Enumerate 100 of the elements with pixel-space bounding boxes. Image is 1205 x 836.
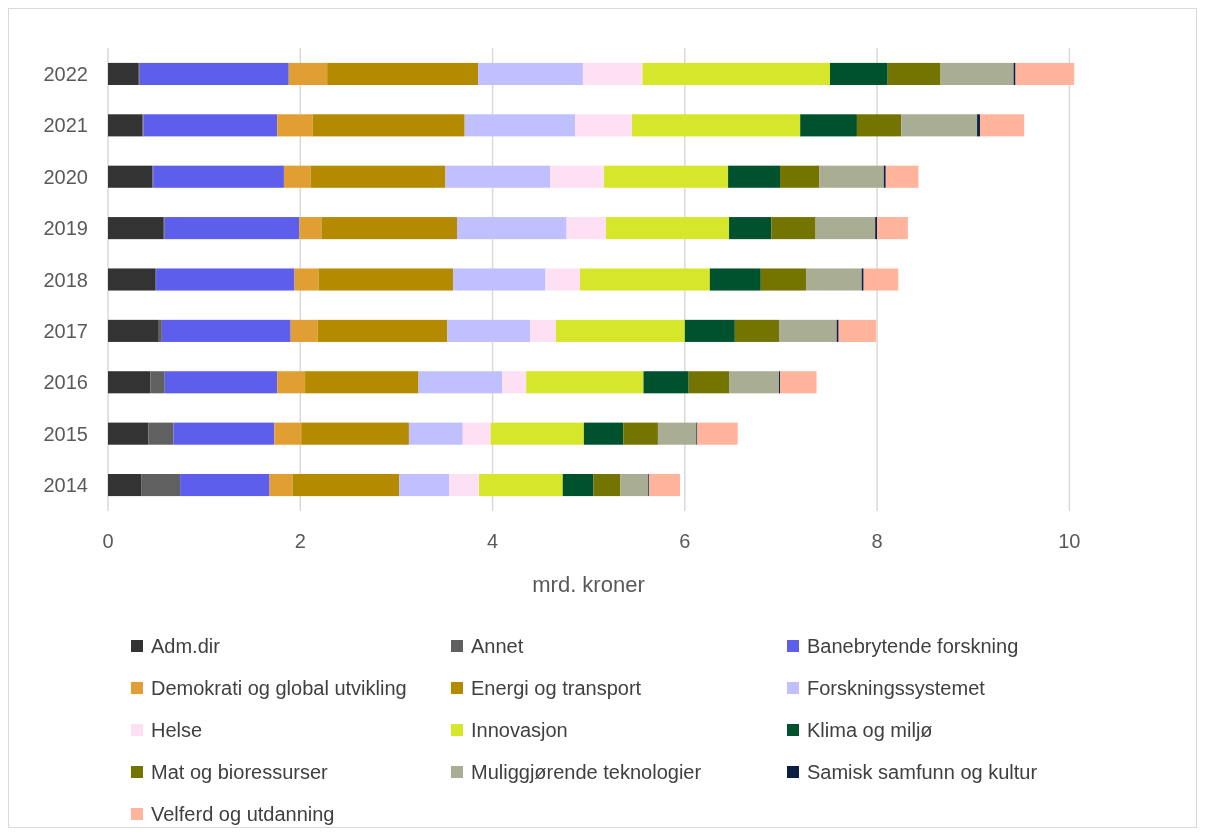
x-tick-label: 4: [486, 530, 499, 552]
y-tick-label: 2016: [43, 371, 88, 394]
bar: [447, 319, 531, 342]
bar: [697, 422, 738, 445]
x-tick-label: 2: [294, 530, 306, 552]
legend-label: Klima og miljø: [807, 719, 933, 741]
y-tick-label: 2019: [43, 217, 88, 240]
legend-label: Annet: [471, 635, 524, 657]
bar: [277, 114, 313, 137]
bar: [885, 165, 919, 188]
bar: [580, 268, 710, 291]
bar: [887, 62, 941, 85]
bar: [310, 165, 446, 188]
bar: [779, 319, 837, 342]
bar: [156, 268, 295, 291]
bar: [153, 165, 284, 188]
bar: [141, 474, 181, 497]
bar: [445, 165, 551, 188]
bar: [288, 62, 328, 85]
bar: [317, 319, 448, 342]
y-tick-label: 2021: [43, 114, 88, 137]
bar: [408, 422, 463, 445]
bar: [566, 217, 606, 240]
y-tick-label: 2017: [43, 319, 88, 342]
bar: [161, 319, 291, 342]
bar: [327, 62, 479, 85]
bar: [502, 371, 527, 394]
bar: [760, 268, 806, 291]
bar: [490, 422, 584, 445]
bar: [449, 474, 480, 497]
bar: [173, 422, 275, 445]
bar: [940, 62, 1014, 85]
bar: [164, 217, 300, 240]
bar: [299, 217, 322, 240]
legend-label: Helse: [151, 719, 203, 741]
y-tick-label: 2022: [43, 62, 88, 85]
legend-label: Muliggjørende teknologier: [471, 761, 702, 783]
bar: [688, 371, 730, 394]
bar: [143, 114, 278, 137]
bar: [979, 114, 1025, 137]
bar: [729, 371, 780, 394]
bar: [575, 114, 632, 137]
bar: [620, 474, 649, 497]
bar: [108, 319, 158, 342]
legend-label: Innovasjon: [471, 719, 568, 741]
bar: [150, 371, 165, 394]
bar: [305, 371, 419, 394]
legend-label: Mat og bioressurser: [151, 761, 329, 783]
bar: [399, 474, 450, 497]
bar: [734, 319, 780, 342]
bar: [550, 165, 605, 188]
legend-label: Velferd og utdanning: [151, 803, 335, 825]
bar: [157, 319, 162, 342]
bar: [148, 422, 174, 445]
bar: [283, 165, 311, 188]
bar: [321, 217, 457, 240]
y-tick-label: 2018: [43, 268, 88, 291]
bar: [709, 268, 761, 291]
bar: [977, 114, 980, 137]
legend-label: Banebrytende forskning: [807, 635, 1019, 657]
bar: [269, 474, 293, 497]
bar: [526, 371, 644, 394]
bar: [456, 217, 567, 240]
y-tick-label: 2015: [43, 422, 88, 445]
bar: [464, 114, 576, 137]
bar: [108, 422, 149, 445]
bar: [877, 217, 908, 240]
bar: [838, 319, 877, 342]
bar: [582, 62, 643, 85]
x-tick-label: 8: [871, 530, 883, 552]
bar: [139, 62, 289, 85]
bar: [780, 165, 820, 188]
bar: [583, 422, 624, 445]
bar: [478, 62, 583, 85]
bar: [815, 217, 876, 240]
bar: [623, 422, 658, 445]
y-tick-label: 2014: [43, 474, 88, 497]
bar: [593, 474, 621, 497]
bar: [649, 474, 681, 497]
bar: [294, 268, 319, 291]
y-tick-label: 2020: [43, 165, 88, 188]
bar: [606, 217, 730, 240]
x-tick-label: 10: [1058, 530, 1081, 552]
bar: [819, 165, 884, 188]
bar: [684, 319, 735, 342]
bar: [800, 114, 857, 137]
bar: [418, 371, 503, 394]
legend-label: Adm.dir: [151, 635, 221, 657]
bar: [604, 165, 729, 188]
bar: [1015, 62, 1075, 85]
legend-label: Energi og transport: [471, 677, 642, 699]
bar: [728, 165, 781, 188]
bar: [631, 114, 801, 137]
bar: [657, 422, 697, 445]
x-tick-label: 0: [102, 530, 114, 552]
bar: [805, 268, 862, 291]
bar: [318, 268, 454, 291]
bar: [108, 62, 139, 85]
bar: [780, 371, 817, 394]
bar: [108, 165, 153, 188]
